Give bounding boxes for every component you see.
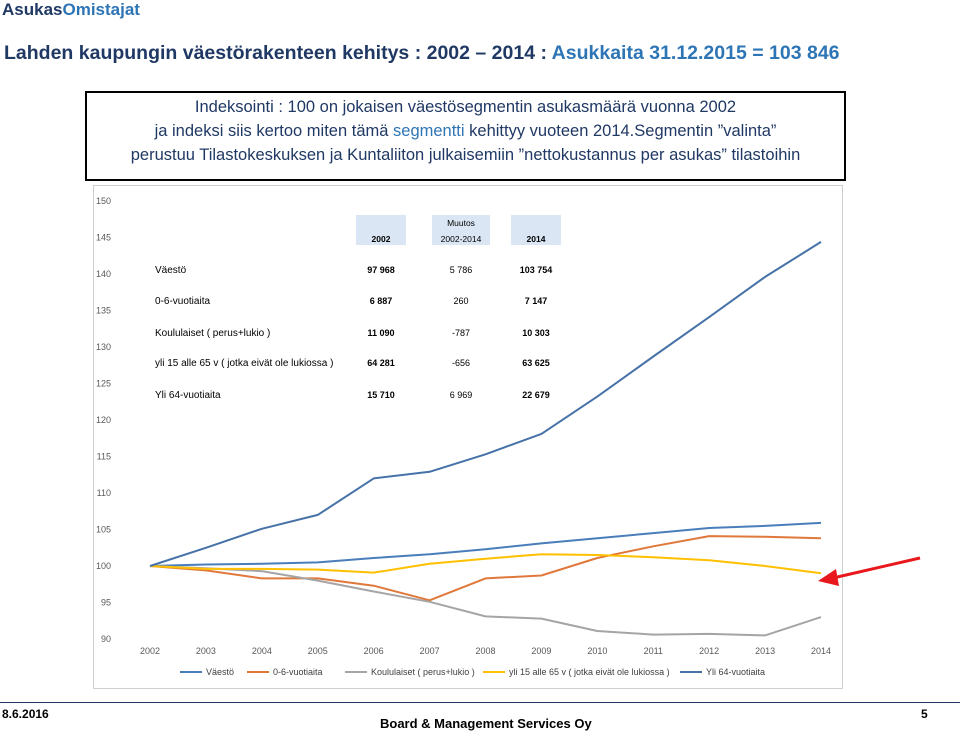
table-row-label: Koululaiset ( perus+lukio ) [155, 328, 270, 339]
x-tick-label: 2008 [475, 646, 495, 656]
page-title: Lahden kaupungin väestörakenteen kehitys… [4, 42, 840, 65]
brand-logo: AsukasOmistajat [2, 0, 140, 20]
brand-part2: Omistajat [62, 0, 140, 19]
series-line-4 [149, 553, 822, 575]
y-tick-label: 115 [97, 452, 111, 462]
table-header-change-top: Muutos [447, 218, 475, 228]
info-line-2: ja indeksi siis kertoo miten tämä segmen… [87, 119, 844, 143]
headline-highlight: Asukkaita 31.12.2015 = 103 846 [551, 42, 840, 64]
chart-frame [93, 185, 843, 689]
x-tick-label: 2003 [196, 646, 216, 656]
y-tick-label: 120 [96, 415, 111, 425]
headline-main: Lahden kaupungin väestörakenteen kehitys… [4, 42, 552, 64]
table-cell-change: -787 [452, 328, 470, 338]
x-tick-label: 2006 [364, 646, 384, 656]
y-tick-label: 150 [96, 196, 111, 206]
table-cell-2002: 11 090 [367, 328, 394, 338]
info-box: Indeksointi : 100 on jokaisen väestösegm… [85, 91, 846, 181]
table-cell-change: 6 969 [450, 390, 473, 400]
x-tick-label: 2013 [755, 646, 775, 656]
y-tick-label: 140 [96, 269, 111, 279]
header-bg-2014 [511, 215, 561, 245]
annotation-arrow-shaft [832, 556, 921, 580]
series-line-1 [149, 521, 822, 567]
footer-date: 8.6.2016 [2, 707, 49, 721]
brand-part1: Asukas [2, 0, 63, 19]
y-tick-label: 100 [96, 561, 111, 571]
table-cell-2014: 103 754 [520, 265, 553, 275]
table-header-change: 2002-2014 [441, 234, 482, 244]
y-tick-label: 105 [96, 525, 111, 535]
header-bg-change [432, 215, 490, 245]
table-cell-2014: 63 625 [522, 358, 550, 368]
table-header-2002: 2002 [372, 234, 391, 244]
y-tick-label: 145 [96, 233, 111, 243]
table-cell-change: -656 [452, 358, 470, 368]
table-header-2014: 2014 [527, 234, 546, 244]
y-tick-label: 130 [96, 342, 111, 352]
legend-label: Koululaiset ( perus+lukio ) [371, 667, 475, 677]
table-cell-2014: 7 147 [525, 296, 548, 306]
table-row-label: yli 15 alle 65 v ( jotka eivät ole lukio… [155, 358, 333, 369]
table-cell-change: 260 [453, 296, 468, 306]
table-row-label: 0-6-vuotiaita [155, 296, 210, 307]
table-cell-2014: 10 303 [522, 328, 550, 338]
info-line-2-pre: ja indeksi siis kertoo miten tämä [154, 122, 394, 140]
table-cell-2014: 22 679 [522, 390, 550, 400]
table-row-label: Väestö [155, 265, 187, 276]
footer-divider [0, 702, 960, 703]
annotation-arrow-head [818, 569, 839, 586]
y-tick-label: 110 [97, 488, 111, 498]
series-line-3 [149, 565, 822, 637]
header-bg-2002 [356, 215, 406, 245]
line-chart: 150 145 140 135 130 125 120 115 110 105 100 95 90 200… [96, 196, 921, 677]
legend-label: 0-6-vuotiaita [273, 667, 323, 677]
info-line-2-post: kehittyy vuoteen 2014.Segmentin ”valinta… [464, 122, 777, 140]
info-line-1: Indeksointi : 100 on jokaisen väestösegm… [194, 98, 737, 116]
footer-company: Board & Management Services Oy [380, 716, 592, 731]
y-tick-label: 135 [96, 306, 111, 316]
series-line-2 [149, 535, 822, 602]
legend-label: Väestö [206, 667, 234, 677]
y-tick-label: 125 [96, 379, 111, 389]
series-line-5 [149, 241, 822, 567]
x-tick-label: 2007 [420, 646, 440, 656]
x-tick-label: 2005 [308, 646, 328, 656]
table-cell-2002: 6 887 [370, 296, 393, 306]
x-tick-label: 2004 [252, 646, 272, 656]
table-cell-2002: 97 968 [367, 265, 395, 275]
info-line-2-highlight: segmentti [393, 122, 465, 140]
table-cell-2002: 15 710 [367, 390, 395, 400]
table-cell-change: 5 786 [450, 265, 473, 275]
y-tick-label: 90 [101, 634, 111, 644]
table-row-label: Yli 64-vuotiaita [155, 390, 221, 401]
info-line-3: perustuu Tilastokeskuksen ja Kuntaliiton… [130, 146, 801, 164]
x-tick-label: 2010 [587, 646, 607, 656]
x-tick-label: 2011 [644, 646, 663, 656]
x-tick-label: 2014 [811, 646, 831, 656]
x-tick-label: 2002 [140, 646, 160, 656]
table-cell-2002: 64 281 [367, 358, 395, 368]
x-tick-label: 2012 [699, 646, 719, 656]
x-tick-label: 2009 [531, 646, 551, 656]
y-tick-label: 95 [101, 598, 111, 608]
page-number: 5 [921, 707, 928, 721]
legend-label: Yli 64-vuotiaita [706, 667, 765, 677]
legend-label: yli 15 alle 65 v ( jotka eivät ole lukio… [509, 667, 670, 677]
